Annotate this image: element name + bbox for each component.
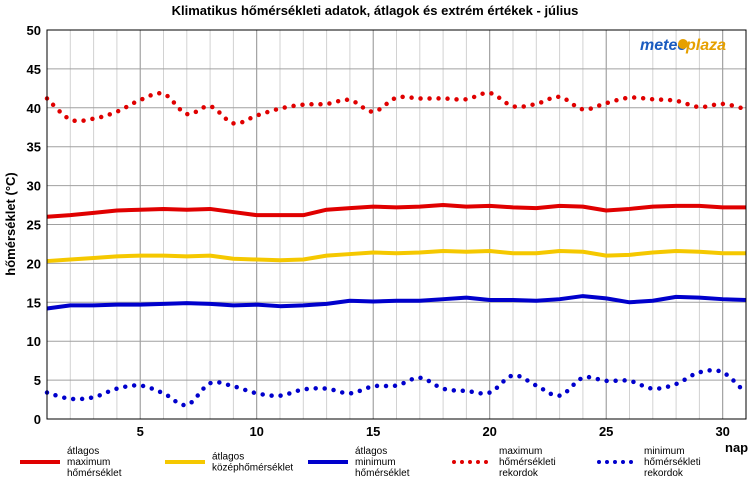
series-dotted-line bbox=[44, 368, 749, 408]
series-line bbox=[46, 203, 746, 219]
y-tick-label: 15 bbox=[27, 295, 41, 310]
series-line bbox=[46, 294, 747, 311]
meteoplaza-logo: meteo plaza bbox=[640, 37, 726, 54]
chart-title: Klimatikus hőmérsékleti adatok, átlagok … bbox=[172, 3, 579, 18]
legend-item: átlagos maximum hőmérséklet bbox=[20, 446, 122, 479]
x-axis-label: nap bbox=[725, 440, 748, 455]
x-tick-label: 10 bbox=[249, 424, 263, 439]
legend-item: átlagos minimum hőmérséklet bbox=[308, 446, 410, 479]
logo-text-part1: meteo bbox=[640, 37, 687, 54]
y-tick-labels: 0 5 10 15 20 25 30 35 40 45 50 bbox=[27, 23, 41, 427]
legend-item: átlagos középhőmérséklet bbox=[165, 452, 293, 474]
legend-item: maximum hőmérsékleti rekordok bbox=[452, 446, 556, 479]
y-tick-label: 30 bbox=[27, 179, 41, 194]
x-tick-labels: 5 10 15 20 25 30 bbox=[137, 424, 730, 439]
legend-label: átlagos középhőmérséklet bbox=[212, 452, 293, 474]
legend-item: minimum hőmérsékleti rekordok bbox=[597, 446, 701, 479]
legend: átlagos maximum hőmérséklet átlagos középhőm… bbox=[20, 446, 701, 479]
series-layer bbox=[44, 90, 749, 408]
legend-label: minimum hőmérsékleti rekordok bbox=[644, 446, 701, 479]
x-tick-label: 15 bbox=[366, 424, 380, 439]
x-tick-label: 30 bbox=[715, 424, 729, 439]
legend-label: átlagos maximum hőmérséklet bbox=[67, 446, 122, 479]
x-tick-label: 5 bbox=[137, 424, 144, 439]
y-axis-label: hőmérséklet (°C) bbox=[3, 172, 18, 275]
legend-label: maximum hőmérsékleti rekordok bbox=[499, 446, 556, 479]
y-tick-label: 40 bbox=[27, 101, 41, 116]
x-tick-label: 20 bbox=[482, 424, 496, 439]
y-tick-label: 10 bbox=[27, 334, 41, 349]
legend-label: átlagos minimum hőmérséklet bbox=[355, 446, 410, 479]
series-3 bbox=[46, 294, 747, 311]
y-tick-label: 50 bbox=[27, 23, 41, 38]
series-line bbox=[46, 248, 746, 264]
logo-globe-icon bbox=[678, 39, 688, 49]
grid-lines bbox=[47, 30, 746, 419]
y-tick-label: 25 bbox=[27, 218, 41, 233]
plot-frame bbox=[46, 29, 747, 420]
series-2 bbox=[46, 248, 746, 264]
y-tick-label: 5 bbox=[34, 373, 41, 388]
y-tick-label: 0 bbox=[34, 412, 41, 427]
x-tick-label: 25 bbox=[599, 424, 613, 439]
series-1 bbox=[46, 203, 746, 219]
y-tick-label: 45 bbox=[27, 62, 41, 77]
y-tick-label: 20 bbox=[27, 256, 41, 271]
y-tick-label: 35 bbox=[27, 140, 41, 155]
series-5 bbox=[44, 368, 749, 408]
logo-text-part2: plaza bbox=[685, 37, 726, 54]
